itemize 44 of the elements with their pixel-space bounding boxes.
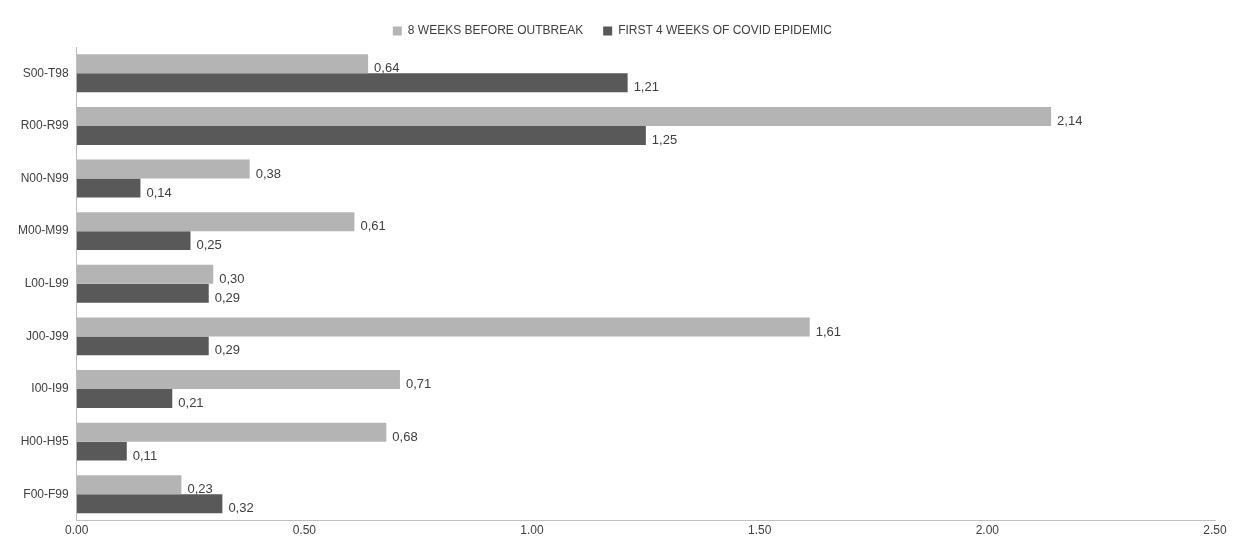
data-label: 0,14: [146, 184, 172, 200]
bar: [76, 73, 628, 93]
data-label: 0,29: [214, 342, 241, 358]
data-label: 0,25: [196, 237, 222, 253]
y-tick-label: M00-M99: [18, 223, 70, 238]
data-label: 0,61: [360, 218, 386, 234]
data-label: 0,30: [219, 270, 245, 286]
data-label: 1,25: [651, 131, 678, 147]
data-label: 1,61: [815, 323, 842, 339]
x-tick-label: 2.50: [1203, 523, 1227, 538]
data-label: 0,23: [187, 481, 213, 497]
x-tick-label: 1.50: [747, 523, 772, 538]
bar: [76, 441, 127, 461]
data-label: 0,68: [392, 428, 418, 444]
y-tick-label: F00-F99: [23, 486, 69, 501]
x-tick-label: 1.00: [520, 523, 545, 538]
y-tick-label: H00-H95: [20, 433, 69, 448]
bar: [76, 494, 223, 514]
legend-label: FIRST 4 WEEKS OF COVID EPIDEMIC: [618, 23, 833, 38]
bar: [76, 178, 141, 198]
data-label: 0,64: [374, 60, 400, 76]
data-label: 0,21: [178, 395, 204, 411]
x-tick-label: 0.50: [292, 523, 317, 538]
y-tick-label: L00-L99: [24, 276, 69, 291]
y-tick-label: S00-T98: [22, 65, 69, 80]
data-label: 2,14: [1057, 113, 1083, 129]
bar: [76, 283, 209, 303]
data-label: 0,71: [405, 376, 432, 392]
x-tick-label: 0.00: [65, 523, 89, 538]
data-label: 0,11: [132, 447, 158, 463]
y-tick-label: I00-I99: [31, 381, 70, 396]
data-label: 0,29: [214, 289, 241, 305]
legend-label: 8 WEEKS BEFORE OUTBREAK: [407, 23, 584, 38]
y-tick-label: N00-N99: [20, 170, 69, 185]
bar: [76, 231, 191, 251]
bar: [76, 125, 646, 145]
bar: [76, 389, 173, 408]
y-tick-label: R00-R99: [20, 118, 69, 133]
bar: [76, 336, 209, 356]
data-label: 1,21: [633, 79, 659, 95]
y-tick-label: J00-J99: [25, 328, 69, 343]
x-tick-label: 2.00: [975, 523, 1000, 538]
data-label: 0,38: [255, 165, 282, 181]
data-label: 0,32: [228, 500, 254, 516]
